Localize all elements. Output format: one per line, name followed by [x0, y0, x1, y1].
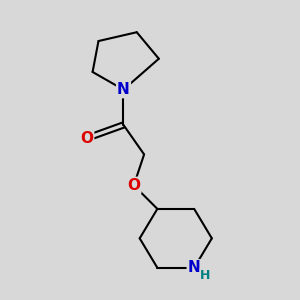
- Text: N: N: [117, 82, 130, 97]
- Text: O: O: [127, 178, 140, 193]
- Text: O: O: [80, 131, 93, 146]
- Text: N: N: [188, 260, 200, 275]
- Text: H: H: [200, 268, 211, 282]
